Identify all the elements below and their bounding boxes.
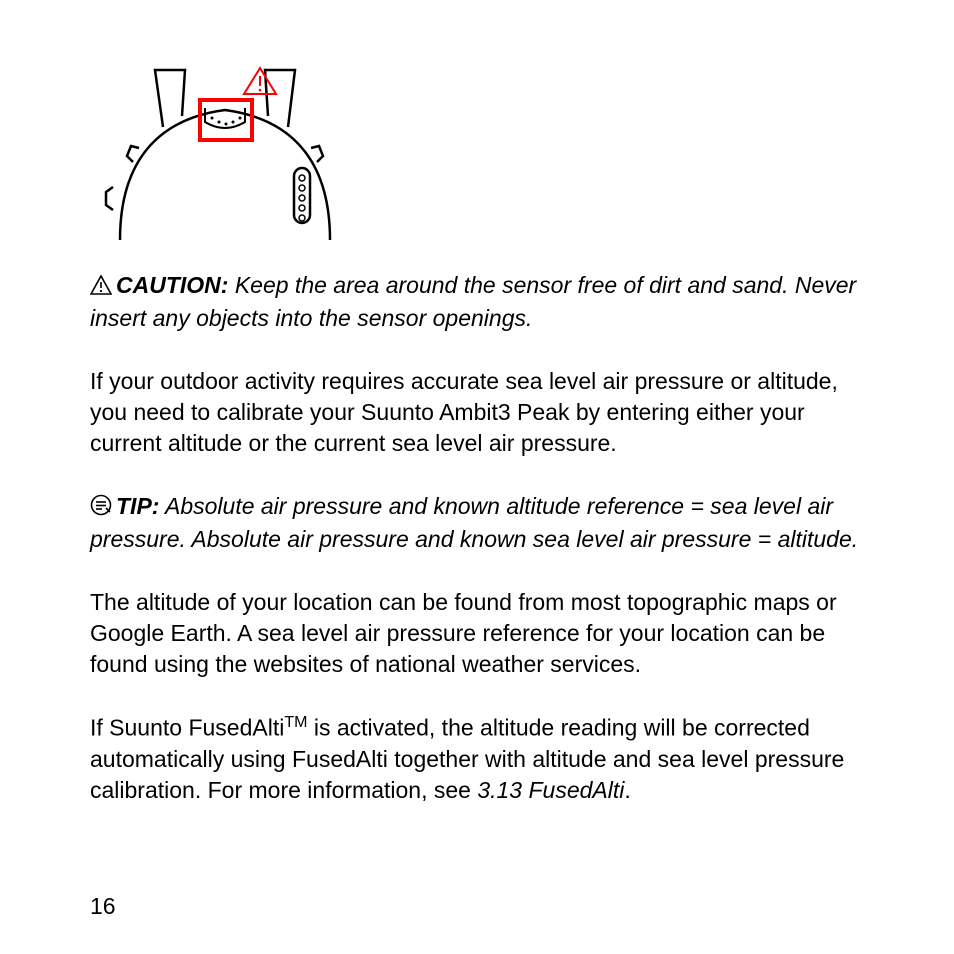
cross-reference: 3.13 FusedAlti bbox=[477, 777, 624, 803]
para3-pre: If Suunto FusedAlti bbox=[90, 715, 284, 741]
tip-text: Absolute air pressure and known altitude… bbox=[90, 493, 858, 552]
caution-label: CAUTION: bbox=[116, 272, 228, 298]
trademark-superscript: TM bbox=[284, 714, 307, 731]
manual-page: CAUTION: Keep the area around the sensor… bbox=[0, 0, 954, 954]
body-paragraph-3: If Suunto FusedAltiTM is activated, the … bbox=[90, 712, 864, 806]
body-paragraph-1: If your outdoor activity requires accura… bbox=[90, 366, 864, 459]
caution-block: CAUTION: Keep the area around the sensor… bbox=[90, 270, 864, 334]
warning-icon bbox=[244, 68, 276, 94]
tip-block: TIP: Absolute air pressure and known alt… bbox=[90, 491, 864, 555]
page-number: 16 bbox=[90, 893, 116, 920]
sensor-figure bbox=[100, 60, 360, 240]
body-paragraph-2: The altitude of your location can be fou… bbox=[90, 587, 864, 680]
tip-label: TIP: bbox=[116, 493, 159, 519]
para3-after-ref: . bbox=[624, 777, 630, 803]
tip-icon bbox=[90, 493, 112, 524]
caution-icon bbox=[90, 272, 112, 303]
